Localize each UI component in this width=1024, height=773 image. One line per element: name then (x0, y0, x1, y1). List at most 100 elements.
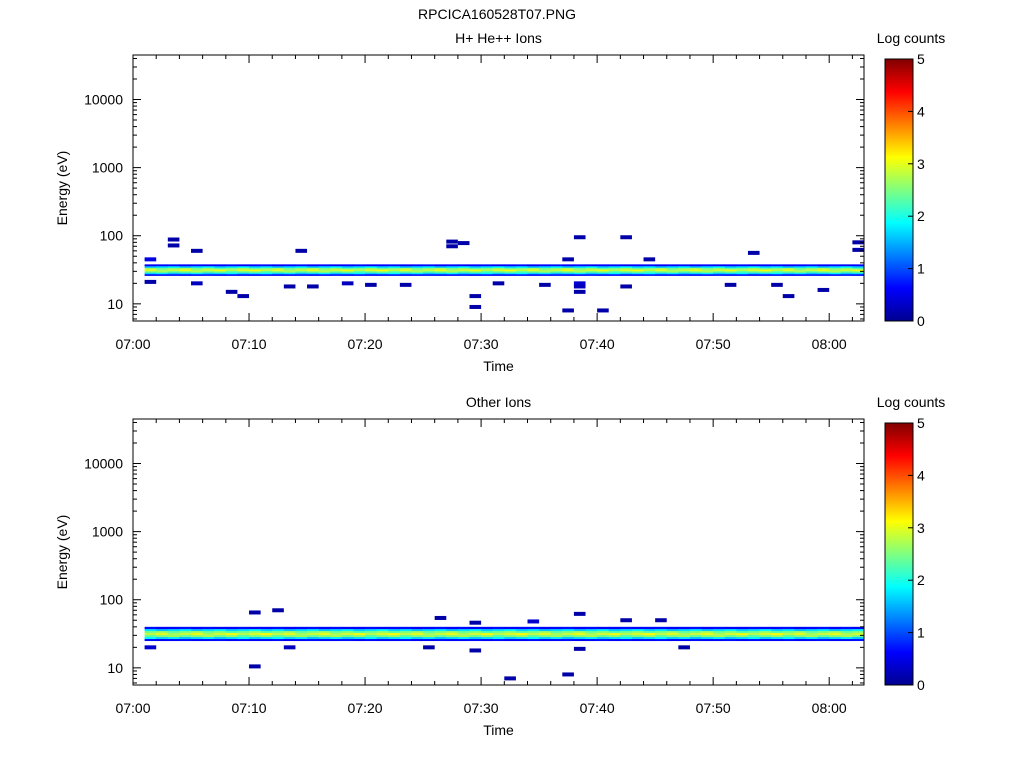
band-cell (713, 269, 726, 272)
band-cell (318, 634, 331, 638)
band-cell (307, 267, 319, 270)
band-cell (156, 636, 169, 640)
band-cell (353, 632, 366, 636)
band-cell (365, 272, 377, 275)
band-cell (272, 264, 285, 267)
band-cell (585, 264, 598, 267)
band-cell (550, 636, 563, 640)
band-cell (701, 632, 714, 636)
band-cell (573, 264, 586, 267)
band-cell (631, 269, 644, 272)
band-cell (365, 273, 377, 276)
band-cell (492, 626, 505, 630)
data-bin (225, 289, 238, 294)
band-cell (330, 628, 343, 632)
band-cell (608, 265, 621, 268)
band-cell (411, 638, 424, 642)
band-cell (191, 265, 203, 268)
data-bin (539, 282, 551, 287)
band-cell (179, 269, 192, 272)
band-cell (434, 638, 447, 642)
band-cell (225, 632, 238, 636)
band-cell (179, 264, 192, 267)
band-cell (249, 267, 261, 270)
data-bin (562, 257, 574, 262)
band-cell (504, 272, 517, 275)
band-cell (829, 634, 842, 638)
band-cell (179, 638, 192, 642)
data-bin (191, 281, 203, 286)
band-cell (771, 273, 784, 276)
band-cell (225, 638, 238, 642)
band-cell (446, 273, 459, 276)
band-cell (562, 636, 575, 640)
chart-title: H+ He++ Ions (455, 30, 542, 46)
band-cell (562, 626, 575, 630)
band-cell (330, 270, 343, 273)
band-cell (550, 632, 563, 636)
band-cell (249, 632, 261, 636)
band-cell (840, 273, 853, 276)
data-bin (643, 257, 656, 262)
data-bin (573, 611, 586, 616)
band-cell (689, 634, 702, 638)
colorbar-label: Log counts (877, 30, 946, 46)
band-cell (689, 273, 702, 276)
band-cell (341, 270, 354, 273)
band-cell (144, 630, 157, 634)
band-cell (260, 636, 273, 640)
band-cell (527, 272, 540, 275)
band-cell (307, 636, 319, 640)
band-cell (666, 270, 679, 273)
band-cell (550, 272, 563, 275)
band-cell (237, 267, 250, 270)
band-cell (782, 628, 795, 632)
data-bin (144, 645, 157, 650)
band-cell (388, 628, 401, 632)
band-cell (214, 628, 227, 632)
y-axis: 10 100 1000 10000 Energy (eV) (54, 57, 864, 320)
data-bin (573, 284, 586, 289)
data-bin (446, 239, 458, 244)
band-cell (794, 638, 807, 642)
band-cell (666, 264, 679, 267)
band-cell (446, 636, 459, 640)
band-cell (840, 628, 853, 632)
band-cell (457, 636, 470, 640)
band-cell (399, 264, 412, 267)
band-cell (330, 634, 343, 638)
band-cell (272, 267, 285, 270)
band-cell (608, 632, 621, 636)
band-cell (631, 634, 644, 638)
band-cell (817, 265, 830, 268)
band-cell (782, 270, 795, 273)
band-cell (539, 636, 552, 640)
band-cell (318, 626, 331, 630)
band-cell (492, 267, 505, 270)
band-cell (701, 265, 714, 268)
band-cell (283, 636, 296, 640)
band-cell (341, 265, 354, 268)
band-cell (469, 636, 482, 640)
band-cell (353, 269, 366, 272)
band-cell (666, 630, 679, 634)
band-cell (527, 632, 540, 636)
band-cell (573, 632, 586, 636)
band-cell (736, 265, 749, 268)
band-cell (678, 264, 691, 267)
band-cell (434, 273, 447, 276)
x-tick-label: 07:20 (348, 700, 383, 716)
data-bin (399, 282, 412, 287)
data-bin (562, 308, 574, 313)
band-cell (214, 270, 227, 273)
data-bin (283, 284, 296, 289)
band-cell (225, 269, 238, 272)
data-bin (852, 247, 864, 252)
band-cell (782, 265, 795, 268)
x-tick-label: 07:50 (696, 700, 731, 716)
band-cell (794, 273, 807, 276)
band-cell (527, 636, 540, 640)
band-cell (457, 630, 470, 634)
band-cell (550, 630, 563, 634)
data-bin (237, 294, 250, 299)
